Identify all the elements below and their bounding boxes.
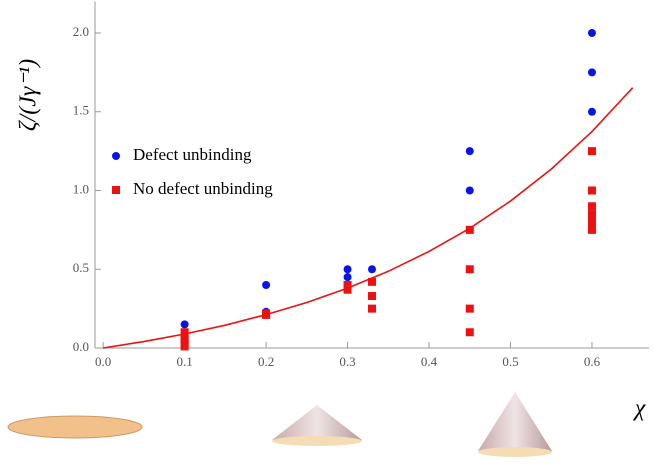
point (343, 265, 352, 274)
point (587, 147, 596, 156)
point (587, 29, 596, 37)
point (587, 202, 596, 211)
x-tick-label: 0.5 (502, 354, 518, 369)
point (343, 285, 352, 294)
y-tick-label: 1.5 (73, 103, 89, 118)
point (180, 342, 189, 351)
x-tick-label: 0.4 (421, 354, 438, 369)
x-tick-label: 0.6 (584, 354, 601, 369)
point (465, 186, 474, 195)
legend-label: Defect unbinding (133, 145, 252, 164)
cone-illustration (478, 392, 552, 457)
point (465, 304, 474, 313)
point (587, 225, 596, 234)
point (465, 147, 474, 156)
point (180, 328, 189, 337)
x-tick-label: 0.3 (339, 354, 355, 369)
x-tick-label: 0.0 (95, 354, 111, 369)
point (368, 292, 376, 301)
point (262, 281, 271, 289)
point (343, 281, 352, 289)
y-tick-label: 2.0 (73, 24, 89, 39)
y-axis-label: ζ/(Jγ⁻¹) (16, 59, 42, 131)
point (587, 107, 596, 116)
fit-curve (103, 87, 634, 349)
point (465, 265, 474, 274)
y-tick-label: 1.0 (73, 181, 89, 196)
point (465, 225, 474, 234)
legend-marker (112, 152, 120, 160)
point (587, 186, 596, 195)
point (368, 277, 376, 286)
cone-illustration (272, 405, 362, 446)
point (587, 68, 596, 77)
point (343, 273, 352, 282)
point (368, 265, 376, 274)
x-axis-label: χ (633, 396, 647, 422)
legend-marker (112, 186, 120, 194)
point (465, 328, 474, 337)
y-tick-label: 0.5 (73, 260, 89, 275)
legend-label: No defect unbinding (133, 179, 273, 198)
y-tick-label: 0.0 (73, 339, 89, 354)
x-tick-label: 0.2 (258, 354, 274, 369)
point (587, 218, 596, 226)
x-tick-label: 0.1 (176, 354, 192, 369)
point (587, 210, 596, 219)
disk-illustration (7, 415, 143, 439)
point (368, 304, 376, 313)
point (180, 320, 189, 329)
